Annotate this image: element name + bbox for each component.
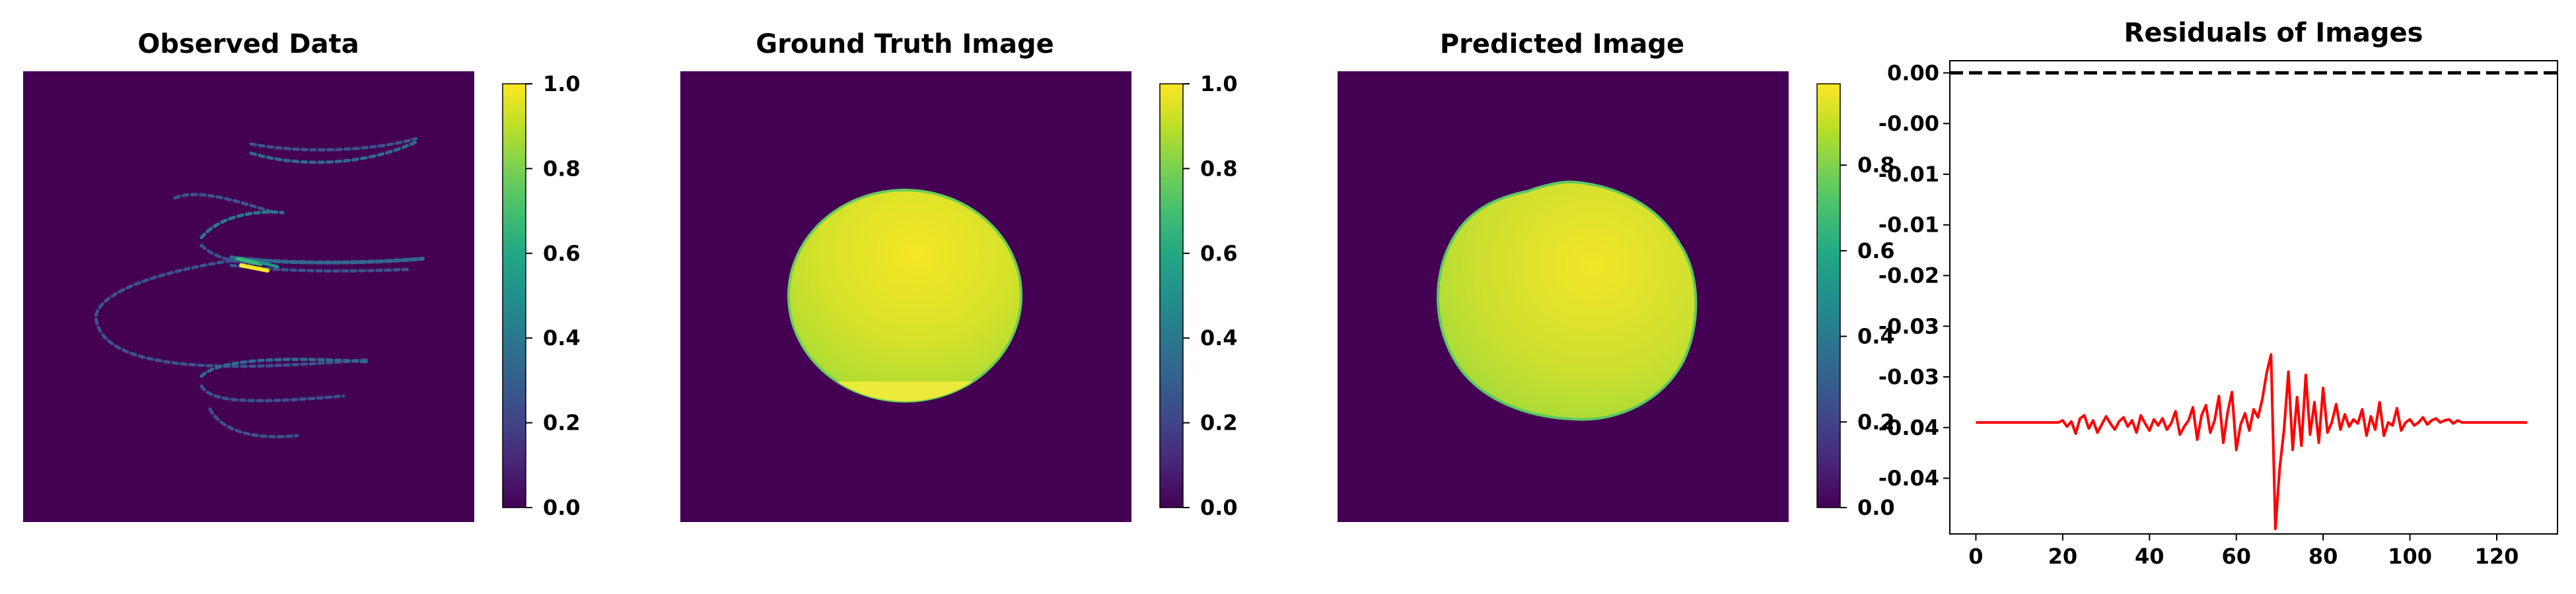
y-tick-label: -0.03	[1878, 314, 1939, 339]
panel-ground-truth: Ground Truth Image 0.0 0.2 0.4 0.6 0.8 1…	[680, 29, 1238, 522]
panel-title: Ground Truth Image	[756, 29, 1054, 59]
panel-residuals: Residuals of Images 0 20 40 60 80 100 120 0.00…	[1878, 18, 2558, 569]
x-tick-label: 100	[2388, 544, 2432, 569]
y-tick-label: -0.04	[1878, 466, 1939, 491]
colorbar-tick-label: 0.0	[1200, 495, 1238, 520]
colorbar-tick-label: 0.0	[1857, 495, 1895, 520]
plot-lines	[1950, 71, 2558, 531]
chart-title: Residuals of Images	[2124, 18, 2423, 48]
x-tick-label: 80	[2308, 544, 2338, 569]
colorbar-ticks: 0.0 0.2 0.4 0.6 0.8 1.0	[1183, 71, 1238, 520]
colorbar-tick-label: 0.2	[1200, 411, 1238, 436]
colorbar-ticks: 0.0 0.2 0.4 0.6 0.8 1.0	[526, 71, 581, 520]
y-tick-label: -0.03	[1878, 364, 1939, 389]
colorbar-tick-label: 0.2	[1857, 409, 1895, 434]
x-axis: 0 20 40 60 80 100 120	[1968, 534, 2519, 569]
y-axis: 0.00 -0.00 -0.01 -0.01 -0.02 -0.03 -0.03 -0.04 -…	[1878, 60, 1950, 491]
observed-image	[23, 71, 474, 522]
x-tick-label: 0	[1968, 544, 1983, 569]
colorbar-ticks: 0.0 0.2 0.4 0.6 0.8	[1840, 152, 1895, 520]
observed-helix-traces	[94, 137, 425, 439]
residual-series-line	[1976, 353, 2527, 531]
x-tick-label: 120	[2475, 544, 2519, 569]
colorbar-tick-label: 1.0	[1200, 71, 1238, 96]
y-tick-label: -0.00	[1878, 111, 1939, 136]
plot-area	[1949, 60, 2558, 535]
colorbar	[1816, 83, 1841, 508]
predicted-disk	[1437, 180, 1698, 421]
colorbar-tick-label: 0.6	[1200, 241, 1238, 266]
colorbar	[1159, 83, 1184, 508]
y-tick-label: -0.02	[1878, 263, 1939, 288]
x-tick-label: 20	[2048, 544, 2078, 569]
colorbar-tick-label: 0.4	[543, 325, 581, 350]
colorbar-tick-label: 0.8	[1857, 152, 1895, 178]
colorbar-tick-label: 0.2	[543, 411, 581, 436]
x-tick-label: 60	[2221, 544, 2251, 569]
colorbar-tick-label: 0.6	[1857, 238, 1895, 263]
panel-title: Predicted Image	[1440, 29, 1684, 59]
panel-predicted: Predicted Image 0.0 0.2 0.4 0.6 0.8	[1338, 29, 1895, 522]
panel-title: Observed Data	[137, 29, 359, 59]
colorbar	[502, 83, 526, 508]
y-tick-label: -0.04	[1878, 415, 1939, 440]
colorbar-tick-label: 1.0	[543, 71, 581, 96]
x-tick-label: 40	[2135, 544, 2165, 569]
colorbar-tick-label: 0.8	[1200, 156, 1238, 181]
y-tick-label: -0.01	[1878, 213, 1939, 238]
colorbar-tick-label: 0.8	[543, 156, 581, 181]
y-tick-label: 0.00	[1887, 60, 1939, 85]
colorbar-tick-label: 0.4	[1857, 324, 1895, 349]
colorbar-tick-label: 0.4	[1200, 325, 1238, 350]
y-tick-label: -0.01	[1878, 162, 1939, 187]
panel-observed-data: Observed Data 0.0 0.2 0.4	[23, 29, 581, 522]
colorbar-tick-label: 0.6	[543, 241, 581, 266]
colorbar-tick-label: 0.0	[543, 495, 581, 520]
